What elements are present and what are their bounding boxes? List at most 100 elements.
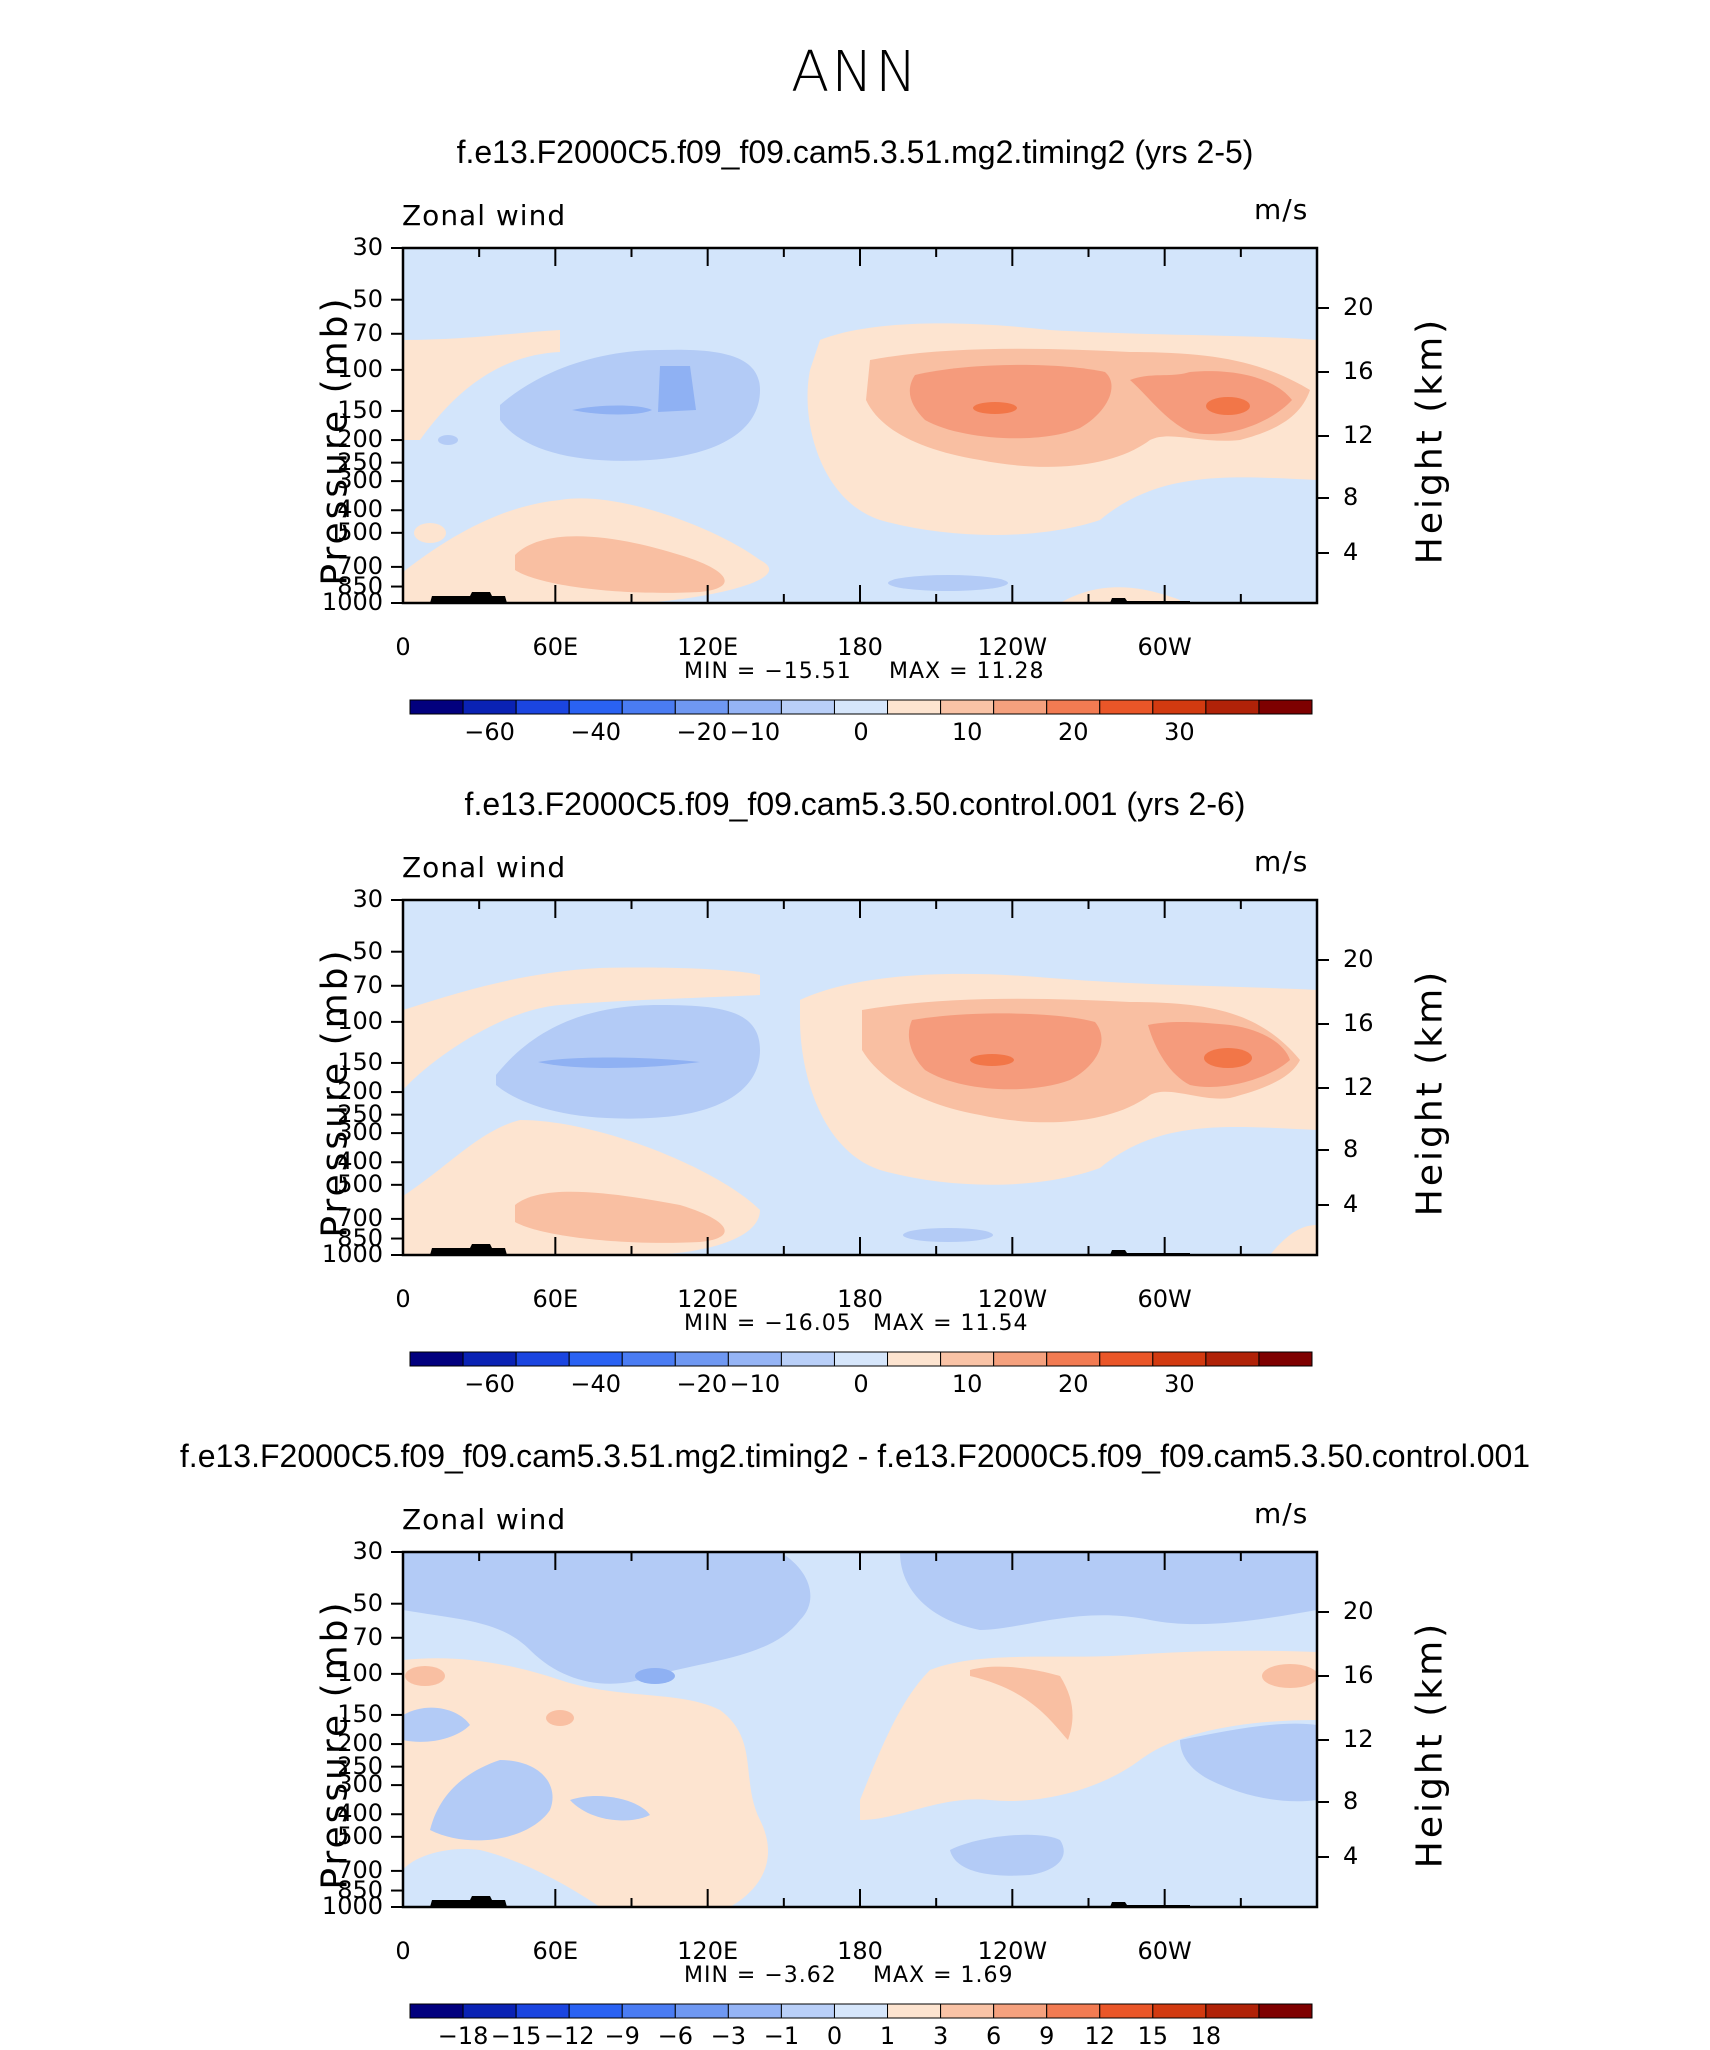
panel-3-negative-upper-east — [900, 1552, 1317, 1630]
panel-1-colorbar-swatch — [515, 699, 570, 715]
panel-2-colorbar-label: 30 — [1164, 1370, 1195, 1398]
panel-1-colorbar-label: −20 — [676, 718, 728, 746]
panel-2-colorbar-swatch — [621, 1351, 676, 1367]
panel-3-min-label: MIN = −3.62 — [684, 1963, 837, 1988]
panel-2-max-label: MAX = 11.54 — [873, 1311, 1029, 1336]
panel-2-colorbar-swatch — [887, 1351, 942, 1367]
panel-2-colorbar-swatch — [727, 1351, 782, 1367]
panel-1-negative-jet-core — [572, 405, 652, 415]
panel-3-colorbar-swatch — [833, 2003, 889, 2019]
panel-3-colorbar-swatch — [780, 2003, 835, 2019]
panel-3-colorbar-swatch — [1046, 2003, 1101, 2019]
panel-2-height-tick-label: 4 — [1343, 1190, 1359, 1218]
panel-2-pressure-tick-label: 400 — [337, 1147, 383, 1176]
panel-2-colorbar-swatch — [462, 1351, 517, 1367]
panel-1-longitude-tick-label: 120W — [977, 633, 1048, 661]
panel-1-pressure-tick-label: 1000 — [321, 588, 383, 616]
panel-3-positive-band-mid — [403, 1658, 769, 1907]
panel-3-pressure-tick-label: 30 — [352, 1537, 383, 1565]
panel-2-colorbar-swatch — [833, 1351, 889, 1367]
panel-3-topography-1 — [430, 1896, 507, 1907]
panel-1-longitude-tick-label: 60E — [532, 633, 579, 661]
panel-3-positive-band-east — [860, 1650, 1317, 1820]
panel-1-colorbar-swatch — [1046, 699, 1101, 715]
panel-1-colorbar-label: 30 — [1164, 718, 1195, 746]
panel-1-colorbar-swatch — [1099, 699, 1154, 715]
panel-1-colorbar-label: −60 — [464, 718, 515, 746]
panel-3-colorbar-swatch — [515, 2003, 570, 2019]
panel-2-colorbar-swatch — [515, 1351, 570, 1367]
panel-2-pressure-tick-label: 1000 — [321, 1240, 383, 1268]
panel-1-pressure-tick-label: 400 — [337, 495, 383, 524]
panel-1-surface-positive-east — [1060, 587, 1180, 603]
panel-2-pressure-tick-label: 70 — [352, 970, 383, 999]
panel-1-colorbar-swatch — [780, 699, 835, 715]
panel-1-colorbar-swatch — [462, 699, 517, 715]
panel-3-height-tick-label: 12 — [1343, 1725, 1374, 1753]
panel-1-variable-label: Zonal wind — [402, 199, 567, 232]
panel-3-colorbar-swatch — [993, 2003, 1048, 2019]
panel-1-height-tick-label: 16 — [1343, 357, 1374, 385]
panel-1-colorbar-label: 20 — [1057, 718, 1089, 746]
panel-1-longitude-tick-label: 0 — [395, 633, 411, 661]
panel-1-pressure-tick-label: 150 — [337, 395, 383, 424]
panel-3-positive-blob-west — [405, 1666, 445, 1686]
panel-3-colorbar-swatch — [727, 2003, 782, 2019]
panel-3-pressure-tick-label: 150 — [337, 1699, 383, 1728]
panel-1-colorbar-swatch — [727, 699, 782, 715]
panel-3-longitude-tick-label: 60E — [532, 1937, 579, 1965]
panel-2-colorbar-label: 20 — [1057, 1370, 1089, 1398]
panel-3-height-tick-label: 4 — [1343, 1842, 1359, 1870]
panel-2-colorbar-swatch — [1205, 1351, 1260, 1367]
panel-2-negative-jet-core — [538, 1057, 700, 1068]
panel-3-positive-blob-west-2 — [546, 1710, 574, 1726]
panel-3-colorbar-swatch — [621, 2003, 676, 2019]
panel-2-max-blob-1 — [970, 1054, 1014, 1066]
panel-3-negative-upper-east-2 — [1180, 1723, 1317, 1802]
panel-2-pressure-tick-label: 150 — [337, 1047, 383, 1076]
panel-1-colorbar-swatch — [1205, 699, 1260, 715]
panel-3-colorbar-swatch — [1099, 2003, 1154, 2019]
panel-2-topography-1 — [430, 1244, 507, 1255]
panel-2-pressure-tick-label: 50 — [352, 936, 383, 965]
panel-3-colorbar-label: 18 — [1190, 2022, 1222, 2050]
panel-1-pressure-tick-label: 250 — [337, 447, 383, 476]
panel-3-negative-low-west — [430, 1760, 553, 1841]
panel-3-longitude-tick-label: 0 — [395, 1937, 411, 1965]
panel-2-colorbar-swatch — [1152, 1351, 1207, 1367]
axes-frames — [391, 246, 1329, 1909]
panel-1-longitude-tick-label: 60W — [1137, 633, 1192, 661]
panel-2-pressure-tick-label: 500 — [337, 1169, 383, 1198]
panel-1-min-label: MIN = −15.51 — [684, 659, 852, 684]
panel-1-low-level-positive-inner — [515, 536, 725, 593]
panel-2-colorbar-swatch — [568, 1351, 623, 1367]
panel-3-colorbar-swatch — [674, 2003, 729, 2019]
panel-2-colorbar-label: −10 — [729, 1370, 781, 1398]
panel-3-pressure-tick-label: 850 — [337, 1875, 383, 1904]
panel-1-colorbar-swatch — [993, 699, 1048, 715]
panel-2-height-tick-label: 8 — [1343, 1135, 1359, 1163]
panel-1-pressure-tick-label: 200 — [337, 425, 383, 454]
panel-2-colorbar-swatch — [1099, 1351, 1154, 1367]
panel-1-pressure-tick-label: 50 — [352, 284, 383, 313]
panel-1-contour-field — [403, 248, 1317, 603]
panel-2-colorbar-swatch — [674, 1351, 729, 1367]
panel-3-longitude-tick-label: 60W — [1137, 1937, 1192, 1965]
panel-1-topography-1 — [430, 592, 507, 603]
panel-1-max-blob-1 — [973, 402, 1017, 414]
panel-2-pressure-tick-label: 700 — [337, 1203, 383, 1232]
panel-3-colorbar-swatch — [887, 2003, 942, 2019]
panel-3-pressure-tick-label: 500 — [337, 1821, 383, 1850]
colorbars — [409, 699, 1313, 2019]
panel-2-max-blob-2 — [1204, 1048, 1252, 1068]
panel-3-negative-low-east — [950, 1834, 1064, 1876]
panel-1-pressure-tick-label: 100 — [337, 354, 383, 383]
panel-3-pressure-tick-label: 50 — [352, 1588, 383, 1617]
panel-2-colorbar-swatch — [409, 1351, 464, 1367]
panel-1-small-negative-blob — [438, 435, 458, 445]
panel-1-max-label: MAX = 11.28 — [889, 659, 1045, 684]
panel-1-colorbar-swatch — [568, 699, 623, 715]
panel-1-surface-negative-blob — [888, 575, 1008, 591]
panel-3-positive-blob-east — [1262, 1664, 1317, 1688]
panel-3-colorbar-swatch — [1205, 2003, 1260, 2019]
